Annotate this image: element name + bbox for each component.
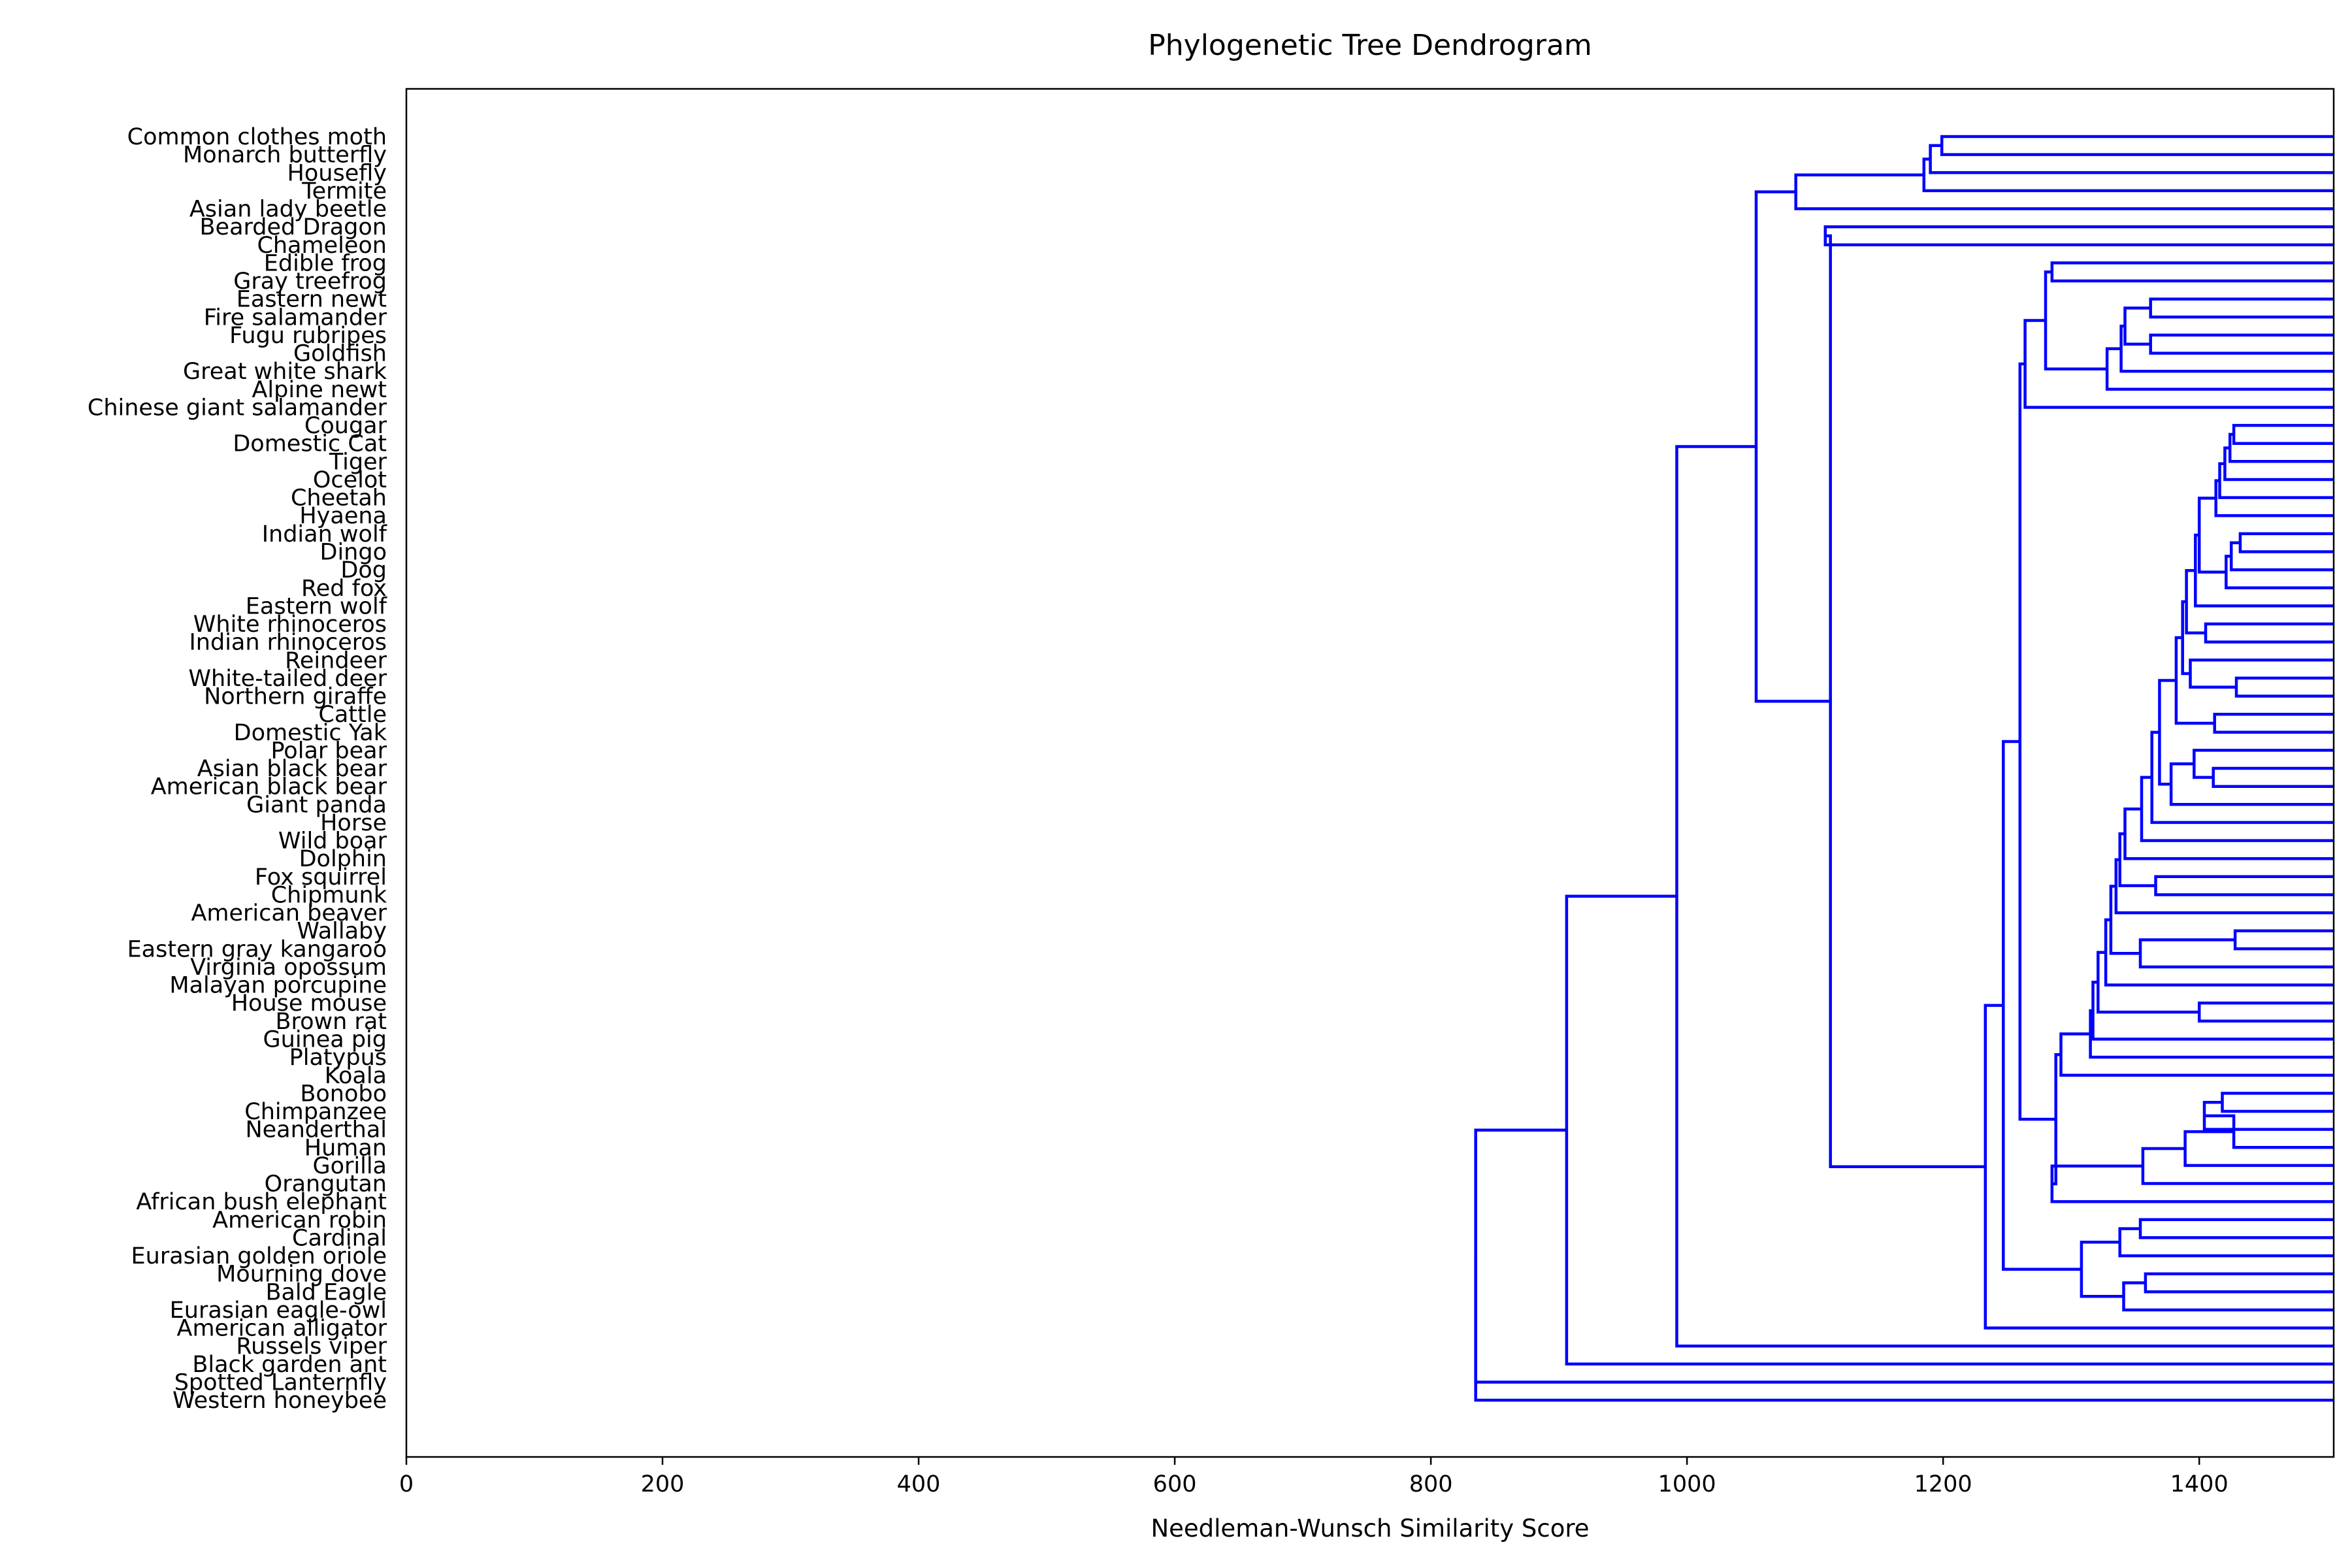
leaf-label: Alpine newt (252, 377, 387, 403)
leaf-label: Polar bear (270, 738, 387, 764)
plot-frame (405, 88, 2335, 1458)
chart-title: Phylogenetic Tree Dendrogram (1148, 29, 1592, 62)
leaf-label: Fire salamander (204, 304, 387, 331)
leaf-label: Gray treefrog (233, 269, 387, 295)
x-tick-label: 1000 (1658, 1471, 1716, 1497)
leaf-label: Western honeybee (172, 1388, 387, 1414)
leaf-label: Goldfish (293, 341, 387, 367)
leaf-label: Eurasian golden oriole (131, 1243, 387, 1269)
leaf-label: Great white shark (183, 359, 387, 385)
leaf-label: Wild boar (278, 828, 387, 855)
x-tick-label: 1200 (1914, 1471, 1972, 1497)
leaf-label: Domestic Cat (233, 431, 387, 457)
leaf-label: African bush elephant (136, 1189, 387, 1215)
x-tick-label: 1400 (2170, 1471, 2229, 1497)
dendrogram-link (1474, 1256, 2334, 1402)
leaf-label: Cattle (318, 702, 387, 728)
x-tick-label: 800 (1409, 1471, 1453, 1497)
leaf-label: Brown rat (275, 1009, 387, 1035)
leaf-label: Reindeer (285, 647, 387, 674)
leaf-label: American beaver (191, 900, 387, 926)
leaf-label: Monarch butterfly (183, 142, 387, 169)
leaf-label: Indian rhinoceros (189, 630, 387, 656)
leaf-label: Orangutan (265, 1171, 387, 1198)
leaf-label: Chameleon (257, 233, 387, 259)
leaf-label: Asian lady beetle (189, 197, 387, 223)
leaf-label: White rhinoceros (193, 612, 387, 638)
x-axis-title: Needleman-Wunsch Similarity Score (1151, 1514, 1589, 1543)
leaf-label: Hyaena (299, 503, 387, 529)
x-tick-label: 600 (1153, 1471, 1197, 1497)
leaf-label: Cougar (304, 413, 387, 439)
leaf-label: House mouse (231, 990, 387, 1017)
leaf-label: Bonobo (300, 1081, 387, 1107)
leaf-label: Dingo (320, 539, 387, 565)
x-tick-label: 0 (399, 1471, 414, 1497)
leaf-label: Eastern wolf (246, 593, 387, 619)
leaf-label: American alligator (177, 1316, 387, 1342)
leaf-label: Malayan porcupine (169, 973, 387, 999)
leaf-label: Guinea pig (263, 1027, 387, 1053)
dendrogram-links (1474, 135, 2334, 1402)
leaf-label: American black bear (151, 774, 387, 800)
dendrogram-link (1474, 1128, 2334, 1384)
leaf-label: Mourning dove (216, 1262, 387, 1288)
leaf-label: Northern giraffe (204, 684, 387, 710)
leaf-label: Gorilla (312, 1153, 387, 1179)
leaf-label: Platypus (289, 1045, 387, 1071)
leaf-label: Common clothes moth (127, 124, 387, 150)
leaf-label: Dog (340, 557, 387, 583)
leaf-label: White-tailed deer (188, 666, 387, 692)
leaf-label: Bearded Dragon (200, 214, 387, 240)
leaf-label: Eastern newt (237, 287, 387, 313)
leaf-label: Dolphin (299, 846, 387, 872)
leaf-label: Edible frog (264, 250, 387, 276)
leaf-label: Housefly (287, 160, 387, 186)
leaf-label: Spotted Lanternfly (174, 1369, 387, 1396)
leaf-label: Russels viper (236, 1333, 387, 1360)
leaf-label: Cheetah (291, 485, 387, 512)
leaf-label: Eurasian eagle-owl (170, 1298, 387, 1324)
leaf-label: Asian black bear (197, 756, 387, 782)
leaf-label: Chinese giant salamander (88, 395, 387, 421)
leaf-label: Human (304, 1135, 387, 1161)
leaf-label: Domestic Yak (234, 720, 387, 746)
leaf-label: Koala (325, 1063, 387, 1089)
leaf-label: Chimpanzee (244, 1099, 387, 1125)
leaf-label: Giant panda (246, 792, 387, 818)
leaf-label: Termite (301, 178, 387, 204)
leaf-label: Tiger (329, 449, 387, 475)
x-tick-label: 400 (897, 1471, 941, 1497)
leaf-label: Red fox (301, 576, 387, 602)
leaf-label: Chipmunk (271, 882, 387, 908)
leaf-label: Cardinal (292, 1225, 387, 1251)
leaf-label: American robin (212, 1207, 387, 1233)
leaf-label: Bald Eagle (265, 1279, 387, 1305)
leaf-label: Indian wolf (262, 521, 387, 547)
leaf-label: Ocelot (313, 467, 387, 493)
leaf-label: Fox squirrel (255, 864, 387, 890)
leaf-label: Virginia opossum (190, 955, 387, 981)
leaf-label: Horse (320, 810, 387, 836)
leaf-label: Fugu rubripes (229, 323, 387, 349)
leaf-label: Black garden ant (192, 1352, 387, 1378)
leaf-label: Neanderthal (245, 1117, 387, 1143)
x-tick-label: 200 (641, 1471, 685, 1497)
leaf-label: Eastern gray kangaroo (127, 936, 387, 962)
x-axis: 0 200 400 600 800 1000 1200 1400 (399, 1457, 2229, 1497)
leaf-label: Wallaby (297, 919, 387, 945)
